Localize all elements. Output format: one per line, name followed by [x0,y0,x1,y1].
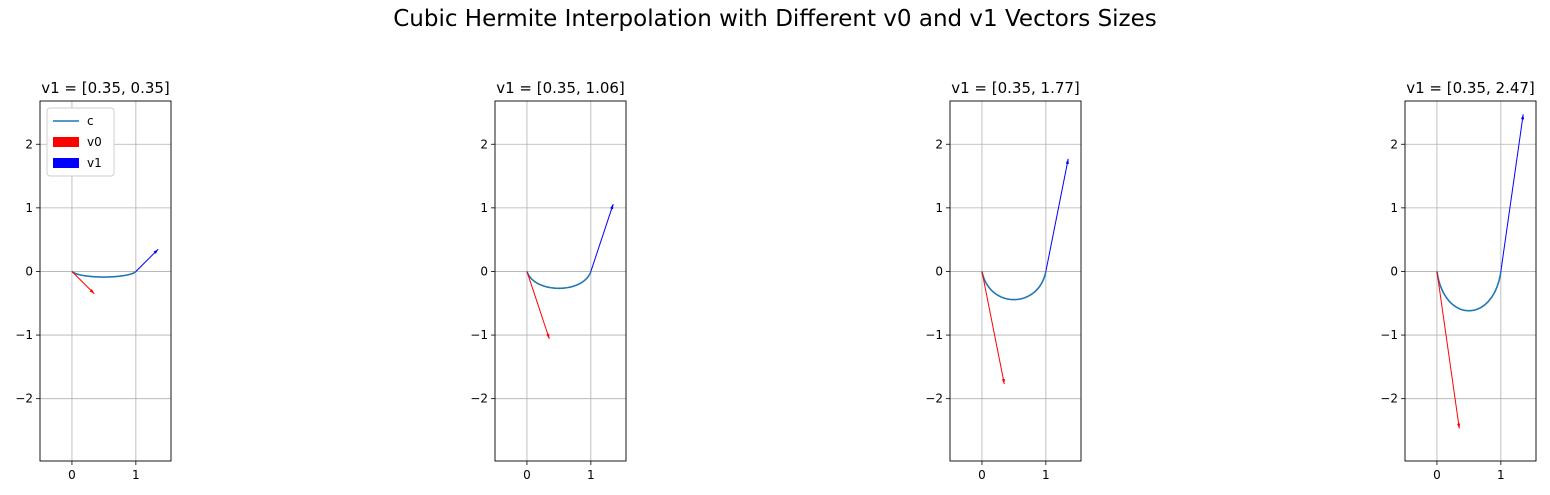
v1-arrow-head [1520,114,1525,120]
curve-c [71,270,137,278]
axes-frame [1404,100,1537,462]
v1-arrow [1500,114,1525,272]
legend-label-v0: v0 [87,135,102,149]
subplot-title: v1 = [0.35, 1.77] [951,79,1080,97]
y-tick-label: 0 [935,264,943,278]
legend: c v0 v1 [46,107,115,177]
v1-arrow-head [610,204,614,210]
legend-swatch-v0 [53,137,79,147]
y-tick-label: 2 [1390,137,1398,151]
y-tick-label: 1 [935,201,943,215]
v0-arrow [71,271,95,295]
v0-arrow-shaft [71,271,95,295]
y-tick-label: −2 [470,392,488,406]
v0-arrow-shaft [981,271,1005,385]
v1-arrow-shaft [135,248,159,272]
x-tick-label: 1 [132,468,140,482]
x-tick-label: 1 [1042,468,1050,482]
subplot-title: v1 = [0.35, 1.06] [496,79,625,97]
axes-frame [494,100,627,462]
v1-arrow-shaft [590,203,614,272]
y-tick-label: 2 [25,137,33,151]
x-tick-label: 1 [587,468,595,482]
subplot-title: v1 = [0.35, 2.47] [1406,79,1535,97]
subplot-title: v1 = [0.35, 0.35] [41,79,170,97]
y-tick-label: 1 [480,201,488,215]
v0-arrow [526,271,550,340]
legend-swatch-v1 [53,158,79,168]
v0-arrow-head [1001,378,1005,385]
y-tick-label: −1 [1380,328,1398,342]
x-tick-label: 1 [1497,468,1505,482]
y-tick-label: 2 [935,137,943,151]
subplot-1: 0 1 −2 −1 0 1 2 v1 = [0.35, 0.35] c v0 v1 [15,79,172,482]
legend-label-v1: v1 [87,156,102,170]
y-tick-label: 0 [480,264,488,278]
v1-arrow-head [1065,158,1069,165]
v1-arrow [135,248,159,272]
y-tick-label: −1 [470,328,488,342]
y-tick-label: −2 [925,392,943,406]
y-tick-label: −1 [15,328,33,342]
x-tick-label: 0 [1433,468,1441,482]
subplot-3: 0 1 −2 −1 0 1 2 v1 = [0.35, 1.77] [925,79,1082,482]
v0-arrow-head [546,333,550,339]
v1-arrow [590,203,614,272]
y-tick-label: −2 [1380,392,1398,406]
axes-frame [39,100,172,462]
y-tick-label: 1 [1390,201,1398,215]
x-tick-label: 0 [523,468,531,482]
axes-frame [949,100,1082,462]
y-tick-label: 0 [1390,264,1398,278]
x-tick-label: 0 [68,468,76,482]
v1-arrow [1045,158,1069,272]
curve-c [526,271,592,290]
v0-arrow [1436,271,1461,429]
y-tick-label: −1 [925,328,943,342]
v1-arrow-head [153,249,159,254]
v1-arrow-shaft [1500,114,1524,272]
v0-arrow-shaft [1436,271,1460,429]
v0-arrow [981,271,1005,385]
v0-arrow-head [89,289,95,294]
curve-c [1436,271,1502,312]
subplot-2: 0 1 −2 −1 0 1 2 v1 = [0.35, 1.06] [470,79,627,482]
v0-arrow-head [1457,423,1461,429]
v1-arrow-shaft [1045,158,1069,272]
y-tick-label: 0 [25,264,33,278]
v0-arrow-shaft [526,271,550,340]
curve-c [981,271,1047,301]
x-tick-label: 0 [978,468,986,482]
subplot-4: 0 1 −2 −1 0 1 2 v1 = [0.35, 2.47] [1380,79,1537,482]
y-tick-label: −2 [15,392,33,406]
y-tick-label: 2 [480,137,488,151]
y-tick-label: 1 [25,201,33,215]
legend-label-c: c [87,114,94,128]
figure-title: Cubic Hermite Interpolation with Differe… [393,6,1157,32]
